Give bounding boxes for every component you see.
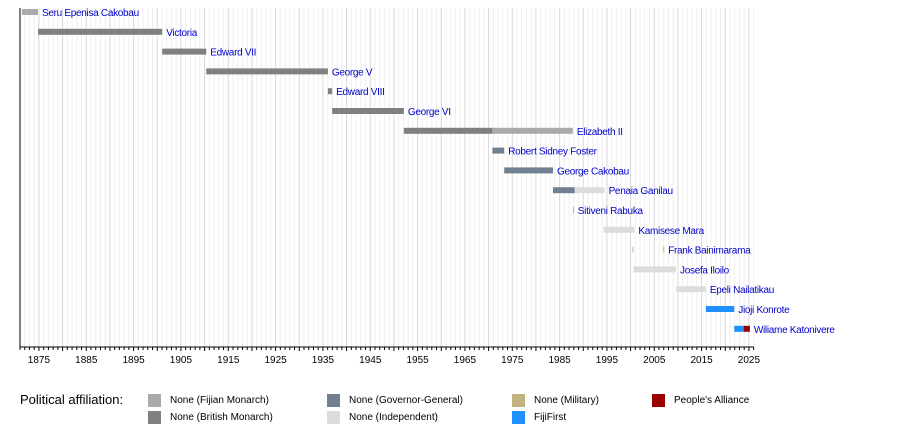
row-label[interactable]: Edward VIII — [336, 87, 385, 98]
tick-label: 1975 — [501, 355, 524, 366]
tick-label: 1955 — [406, 355, 429, 366]
legend-swatch — [652, 394, 665, 407]
legend-item: None (Fijian Monarch) — [148, 394, 269, 407]
row-label[interactable]: Robert Sidney Foster — [508, 147, 598, 158]
tick-label: 1945 — [359, 355, 382, 366]
bar-segment — [743, 325, 750, 332]
row-label[interactable]: Edward VII — [210, 48, 256, 59]
legend-label: None (Fijian Monarch) — [170, 395, 269, 406]
tick-label: 1905 — [170, 355, 193, 366]
tick-label: 1915 — [217, 355, 240, 366]
tick-label: 2005 — [643, 355, 666, 366]
legend-item: People's Alliance — [652, 394, 749, 407]
tick-label: 1875 — [28, 355, 51, 366]
legend-swatch — [512, 394, 525, 407]
row-label[interactable]: Wiliame Katonivere — [754, 325, 836, 336]
bar-segment — [21, 9, 38, 15]
bar-segment — [552, 187, 575, 194]
legend-swatch — [148, 411, 161, 424]
row-label[interactable]: Sitiveni Rabuka — [578, 206, 644, 217]
legend-item: None (Governor-General) — [327, 394, 463, 407]
tick-label: 1965 — [454, 355, 477, 366]
legend-swatch — [512, 411, 525, 424]
bar-segment — [734, 325, 744, 332]
bar-segment — [492, 147, 505, 154]
row-label[interactable]: George Cakobau — [557, 166, 629, 177]
tick-label: 1935 — [312, 355, 335, 366]
tick-label: 2015 — [690, 355, 713, 366]
row-label[interactable]: Frank Bainimarama — [668, 246, 751, 257]
bar-segment — [162, 48, 207, 55]
row-label[interactable]: Penaia Ganilau — [609, 186, 673, 197]
bar-segment — [492, 127, 573, 134]
row-label[interactable]: Victoria — [166, 28, 198, 39]
bar-segment — [327, 88, 333, 95]
row-label[interactable]: George VI — [408, 107, 451, 118]
legend-swatch — [327, 394, 340, 407]
row-label[interactable]: Josefa Iloilo — [680, 265, 730, 276]
legend-item: FijiFirst — [512, 411, 566, 424]
row-label[interactable]: Jioji Konrote — [738, 305, 790, 316]
row-label[interactable]: Elizabeth II — [577, 127, 623, 138]
bar-segment — [663, 246, 665, 253]
legend-label: None (Governor-General) — [349, 395, 463, 406]
tick-label: 1985 — [548, 355, 571, 366]
bar-segment — [676, 286, 706, 293]
tick-label: 2025 — [738, 355, 761, 366]
bar-segment — [705, 306, 735, 312]
legend-label: None (British Monarch) — [170, 412, 273, 423]
legend-label: FijiFirst — [534, 412, 567, 423]
row-label[interactable]: Kamisese Mara — [638, 226, 705, 237]
row-label[interactable]: Seru Epenisa Cakobau — [42, 8, 139, 19]
bar-segment — [206, 68, 328, 75]
tick-label: 1885 — [75, 355, 98, 366]
legend-swatch — [148, 394, 161, 407]
timeline-plot: 1875 1885 1895 1905 1915 1925 1935 1945 1955 1965… — [19, 8, 836, 366]
bar-segment — [403, 127, 493, 134]
bar-segment — [37, 28, 163, 35]
legend-title: Political affiliation: — [20, 392, 124, 407]
row-label[interactable]: Epeli Nailatikau — [710, 285, 774, 296]
bar-segment — [574, 187, 605, 194]
bar-segment — [332, 108, 404, 114]
row-label[interactable]: George V — [332, 67, 373, 78]
legend-item: None (Independent) — [327, 411, 438, 424]
legend-item: None (Military) — [512, 394, 599, 407]
tick-label: 1895 — [122, 355, 145, 366]
bar-segment — [504, 167, 553, 174]
bar-segment — [632, 246, 634, 253]
bar-segment — [633, 266, 677, 273]
tick-label: 1995 — [596, 355, 619, 366]
legend-label: People's Alliance — [674, 395, 750, 406]
tick-label: 1925 — [264, 355, 287, 366]
legend-label: None (Independent) — [349, 412, 438, 423]
legend-item: None (British Monarch) — [148, 411, 273, 424]
bar-segment — [572, 207, 574, 213]
bar-segment — [603, 226, 635, 233]
legend-swatch — [327, 411, 340, 424]
legend-label: None (Military) — [534, 395, 600, 406]
